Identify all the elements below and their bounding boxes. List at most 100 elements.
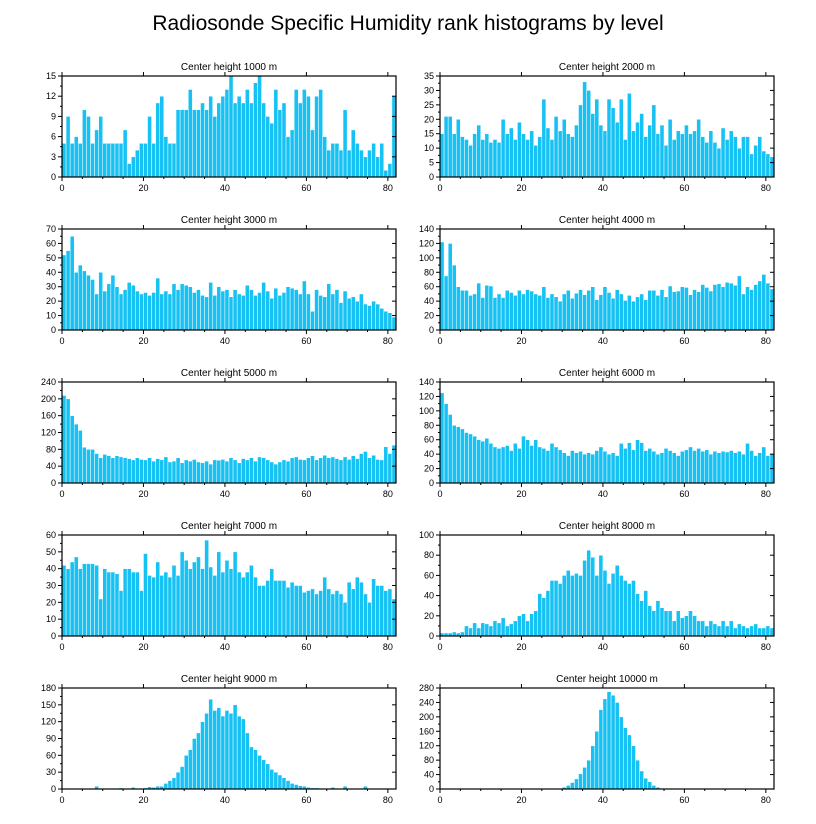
histogram-bar: [647, 781, 653, 790]
y-tick-label: 0: [429, 478, 434, 488]
y-tick-label: 120: [419, 741, 434, 751]
y-tick-label: 140: [419, 224, 434, 234]
histogram-bar: [610, 452, 616, 484]
histogram-bar: [208, 282, 213, 331]
histogram-bar: [236, 95, 242, 178]
histogram-bar: [753, 455, 758, 484]
histogram-bar: [594, 575, 600, 637]
histogram-bar: [359, 453, 364, 484]
histogram-bar: [757, 452, 763, 484]
histogram-bar: [517, 615, 522, 637]
histogram-bar: [73, 423, 79, 484]
histogram-bar: [578, 104, 583, 178]
histogram-bar: [371, 454, 376, 484]
histogram-bar: [355, 143, 360, 178]
histogram-bar: [179, 283, 185, 331]
histogram-bar: [460, 631, 465, 637]
histogram-bar: [606, 98, 612, 178]
histogram-bar: [728, 450, 734, 484]
histogram-bar: [631, 580, 636, 637]
histogram-bar: [464, 432, 469, 484]
histogram-bar: [135, 149, 140, 178]
histogram-panel: Center height 4000 m 0 20 40 60 80 100 120 140 0 2…: [419, 215, 775, 346]
histogram-bar: [314, 459, 319, 484]
histogram-bar: [602, 698, 608, 790]
histogram-bar: [139, 293, 144, 331]
histogram-bar: [342, 109, 348, 178]
histogram-panel: Center height 6000 m 0 20 40 60 80 100 120 140 0 2…: [419, 368, 775, 499]
histogram-bar: [257, 585, 262, 637]
histogram-bar: [574, 292, 579, 331]
histogram-bar: [265, 459, 270, 484]
histogram-bar: [106, 283, 112, 331]
histogram-bar: [745, 443, 750, 484]
histogram-bar: [224, 89, 230, 178]
histogram-bar: [517, 290, 522, 331]
histogram-bar: [488, 625, 494, 637]
histogram-bar: [472, 293, 477, 331]
histogram-bar: [631, 449, 636, 484]
histogram-bar: [159, 575, 165, 637]
histogram-bar: [476, 439, 481, 484]
histogram-bar: [367, 305, 372, 331]
histogram-bar: [733, 452, 738, 484]
y-tick-label: 5: [429, 158, 434, 168]
histogram-bar: [297, 585, 303, 637]
histogram-bar: [614, 455, 620, 484]
histogram-bar: [208, 463, 213, 484]
histogram-bar: [769, 627, 775, 637]
histogram-bar: [98, 598, 103, 637]
panel-title: Center height 4000 m: [559, 215, 655, 226]
histogram-bar: [749, 153, 754, 178]
y-tick-label: 40: [424, 770, 434, 780]
histogram-bar: [663, 610, 669, 637]
histogram-bar: [688, 294, 693, 331]
y-tick-label: 0: [429, 325, 434, 335]
histogram-bar: [529, 613, 534, 637]
histogram-bar: [240, 718, 246, 790]
histogram-bar: [594, 450, 600, 484]
histogram-bar: [745, 627, 750, 637]
histogram-bar: [692, 615, 697, 637]
x-tick-label: 40: [598, 795, 608, 805]
histogram-bar: [460, 428, 465, 484]
histogram-bar: [623, 727, 628, 790]
histogram-bar: [586, 549, 591, 637]
histogram-bar: [704, 287, 710, 331]
histogram-bar: [171, 460, 177, 484]
histogram-bar: [761, 446, 767, 484]
histogram-bar: [167, 293, 173, 331]
histogram-bar: [273, 287, 279, 331]
histogram-bar: [216, 460, 222, 484]
histogram-bar: [346, 298, 352, 331]
histogram-bar: [94, 453, 99, 484]
y-tick-label: 60: [46, 750, 56, 760]
histogram-bar: [350, 588, 356, 637]
histogram-bar: [631, 130, 636, 178]
histogram-bar: [265, 763, 270, 790]
histogram-bar: [521, 435, 526, 484]
y-tick-label: 40: [424, 591, 434, 601]
histogram-bar: [318, 89, 323, 178]
histogram-bar: [496, 622, 502, 637]
histogram-bar: [220, 459, 226, 484]
y-tick-label: 150: [41, 700, 56, 710]
histogram-bar: [614, 565, 620, 637]
histogram-bar: [667, 610, 673, 637]
histogram-bar: [171, 283, 177, 331]
histogram-bar: [655, 295, 661, 331]
histogram-bar: [586, 90, 591, 178]
histogram-bar: [192, 561, 197, 637]
histogram-bar: [73, 136, 79, 178]
x-tick-label: 0: [437, 489, 442, 499]
histogram-bar: [330, 593, 336, 637]
histogram-bar: [200, 721, 205, 790]
histogram-bar: [728, 620, 734, 637]
histogram-bar: [61, 143, 67, 178]
histogram-bar: [118, 456, 124, 484]
histogram-bar: [249, 746, 254, 790]
histogram-bar: [610, 694, 616, 790]
y-tick-label: 0: [429, 631, 434, 641]
histogram-bar: [65, 568, 71, 637]
histogram-bar: [249, 457, 254, 484]
